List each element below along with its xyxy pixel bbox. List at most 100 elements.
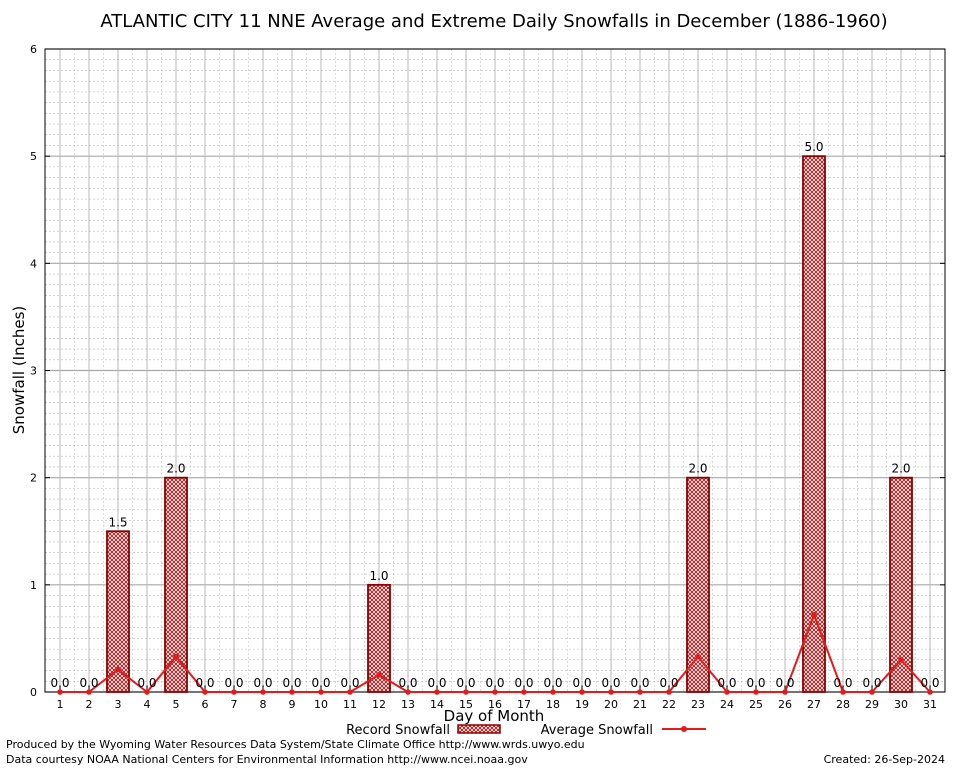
y-tick-label: 1 (30, 579, 37, 592)
bar-value-label: 5.0 (804, 140, 823, 154)
record-bars (106, 155, 913, 693)
bar-value-label: 1.0 (369, 569, 388, 583)
bar-value-label: 0.0 (543, 676, 562, 690)
x-tick-label: 29 (865, 698, 879, 711)
average-point (57, 689, 63, 695)
average-point (927, 689, 933, 695)
x-tick-label: 23 (691, 698, 705, 711)
bar-value-label: 0.0 (920, 676, 939, 690)
record-bar (367, 583, 391, 693)
x-tick-label: 1 (57, 698, 64, 711)
average-point (666, 689, 672, 695)
average-point (840, 689, 846, 695)
average-point (898, 657, 904, 663)
x-tick-label: 12 (372, 698, 386, 711)
bar-value-label: 0.0 (572, 676, 591, 690)
x-tick-label: 15 (459, 698, 473, 711)
average-point (289, 689, 295, 695)
footer-created: Created: 26-Sep-2024 (823, 753, 945, 766)
legend-record-label: Record Snowfall (346, 723, 450, 738)
y-axis-label: Snowfall (Inches) (10, 306, 28, 434)
record-bar (106, 530, 130, 693)
bar-value-label: 0.0 (746, 676, 765, 690)
bar-value-label: 0.0 (79, 676, 98, 690)
bar-value-label: 0.0 (514, 676, 533, 690)
record-bar (802, 155, 826, 693)
bar-value-label: 0.0 (630, 676, 649, 690)
average-point (376, 672, 382, 678)
y-tick-label: 0 (30, 686, 37, 699)
y-tick-label: 2 (30, 472, 37, 485)
x-tick-label: 4 (144, 698, 151, 711)
average-point (724, 689, 730, 695)
x-tick-label: 3 (115, 698, 122, 711)
x-tick-label: 20 (604, 698, 618, 711)
bar-value-label: 0.0 (456, 676, 475, 690)
bar-value-label: 0.0 (195, 676, 214, 690)
average-point (492, 689, 498, 695)
average-point (347, 689, 353, 695)
x-axis-label: Day of Month (444, 707, 545, 725)
average-point (811, 612, 817, 618)
average-point (405, 689, 411, 695)
x-tick-label: 14 (430, 698, 444, 711)
bar-value-label: 0.0 (485, 676, 504, 690)
bar-value-label: 0.0 (659, 676, 678, 690)
average-point (115, 666, 121, 673)
bar-value-label: 0.0 (137, 676, 156, 690)
x-tick-label: 30 (894, 698, 908, 711)
chart-title: ATLANTIC CITY 11 NNE Average and Extreme… (100, 11, 887, 32)
x-tick-label: 27 (807, 698, 821, 711)
bar-value-label: 0.0 (398, 676, 417, 690)
bar-value-label: 0.0 (862, 676, 881, 690)
average-point (550, 689, 556, 695)
legend: Record Snowfall Average Snowfall (346, 723, 706, 738)
legend-average-marker (681, 726, 687, 732)
bar-value-label: 0.0 (775, 676, 794, 690)
x-tick-label: 7 (231, 698, 238, 711)
bar-value-label: 0.0 (717, 676, 736, 690)
x-tick-label: 19 (575, 698, 589, 711)
average-line (57, 611, 933, 695)
x-tick-label: 8 (260, 698, 267, 711)
x-tick-label: 2 (86, 698, 93, 711)
y-tick-label: 6 (30, 43, 37, 56)
average-point (231, 689, 237, 695)
record-bar (686, 476, 710, 693)
footer-producer: Produced by the Wyoming Water Resources … (6, 738, 585, 751)
average-point (608, 689, 614, 695)
average-point (695, 653, 701, 660)
bar-value-label: 0.0 (253, 676, 272, 690)
x-tick-label: 31 (923, 698, 937, 711)
bar-value-label: 0.0 (50, 676, 69, 690)
bar-value-label: 0.0 (340, 676, 359, 690)
legend-average-label: Average Snowfall (541, 723, 653, 738)
average-point (144, 689, 150, 695)
x-tick-label: 28 (836, 698, 850, 711)
average-point (579, 689, 585, 695)
x-tick-label: 21 (633, 698, 647, 711)
x-tick-label: 13 (401, 698, 415, 711)
average-point (260, 689, 266, 695)
average-point (782, 689, 788, 695)
x-tick-label: 22 (662, 698, 676, 711)
bar-value-label: 2.0 (688, 462, 707, 476)
x-tick-label: 10 (314, 698, 328, 711)
average-point (753, 689, 759, 695)
bar-value-label: 0.0 (311, 676, 330, 690)
x-tick-label: 6 (202, 698, 209, 711)
bar-value-label: 0.0 (282, 676, 301, 690)
x-tick-label: 18 (546, 698, 560, 711)
x-tick-label: 24 (720, 698, 734, 711)
y-tick-label: 4 (30, 257, 37, 270)
bar-value-label: 0.0 (427, 676, 446, 690)
average-point (202, 689, 208, 695)
average-point (463, 689, 469, 695)
x-tick-label: 16 (488, 698, 502, 711)
average-point (318, 689, 324, 695)
bar-value-label: 0.0 (224, 676, 243, 690)
bar-value-label: 2.0 (166, 462, 185, 476)
average-point (869, 689, 875, 695)
